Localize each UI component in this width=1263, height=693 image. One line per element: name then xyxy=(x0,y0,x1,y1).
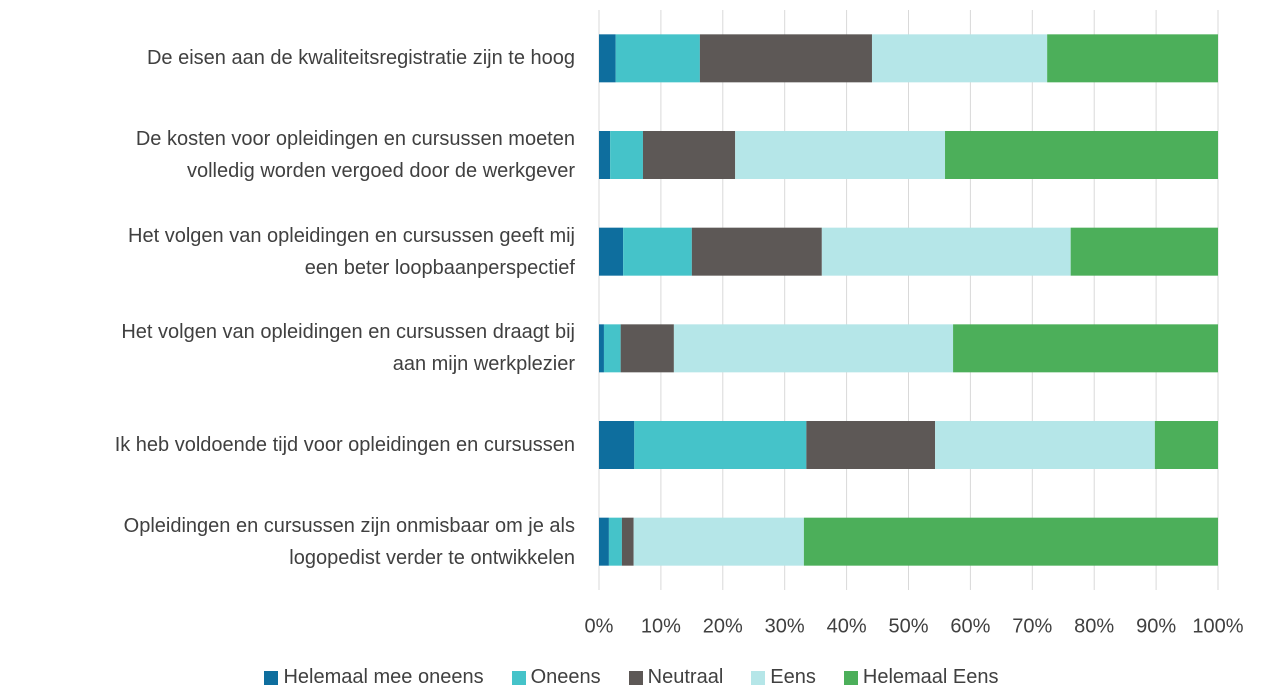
legend-swatch xyxy=(264,670,279,685)
legend-item: Eens xyxy=(751,666,816,689)
bar-segment xyxy=(699,34,872,83)
bar-segment xyxy=(945,131,1218,179)
bar-segment xyxy=(634,421,807,469)
bar-segment xyxy=(1070,227,1218,276)
x-tick-label: 40% xyxy=(827,615,867,637)
bar-segment xyxy=(599,421,635,469)
bar-segment xyxy=(599,131,611,179)
legend-item: Neutraal xyxy=(628,666,724,689)
bar-segment xyxy=(821,227,1071,276)
legend-item: Helemaal Eens xyxy=(843,666,999,689)
bar-segment xyxy=(642,131,736,179)
legend-label: Eens xyxy=(770,666,816,688)
legend-label: Oneens xyxy=(530,666,601,688)
x-tick-label: 10% xyxy=(641,615,681,637)
legend-swatch xyxy=(628,670,643,685)
bar-segment xyxy=(599,517,609,566)
legend-label: Helemaal mee oneens xyxy=(283,666,484,688)
bar-segment xyxy=(620,324,674,373)
bar-segment xyxy=(735,131,946,179)
bar-segment xyxy=(599,227,624,276)
bar-segment xyxy=(935,421,1155,469)
x-tick-label: 100% xyxy=(1192,615,1243,637)
legend-swatch xyxy=(511,670,526,685)
bar-segment xyxy=(953,324,1218,373)
bar-segment xyxy=(691,227,822,276)
bar-segment xyxy=(610,131,643,179)
x-tick-label: 20% xyxy=(703,615,743,637)
bar-segment xyxy=(803,517,1218,566)
x-tick-label: 70% xyxy=(1012,615,1052,637)
legend: Helemaal mee oneens Oneens Neutraal Eens Hel… xyxy=(0,666,1263,689)
x-tick-label: 50% xyxy=(888,615,928,637)
x-tick-label: 90% xyxy=(1136,615,1176,637)
y-tick-label: Het volgen van opleidingen en cursussen … xyxy=(121,321,575,376)
legend-item: Helemaal mee oneens xyxy=(264,666,484,689)
bar-segment xyxy=(599,324,604,373)
bar-segment xyxy=(1047,34,1218,83)
bar-segment xyxy=(871,34,1048,83)
y-tick-label: De kosten voor opleidingen en cursussen … xyxy=(135,128,575,182)
bar-segment xyxy=(1154,421,1218,469)
bar-segment xyxy=(615,34,700,83)
bar-segment xyxy=(621,517,634,566)
legend-item: Oneens xyxy=(511,666,601,689)
legend-label: Neutraal xyxy=(647,666,724,688)
legend-label: Helemaal Eens xyxy=(862,666,999,688)
legend-swatch xyxy=(751,670,766,685)
legend-swatch xyxy=(843,670,858,685)
bar-segment xyxy=(603,324,621,373)
bar-segment xyxy=(623,227,692,276)
bar-segment xyxy=(608,517,622,566)
y-tick-label: De eisen aan de kwaliteitsregistratie zi… xyxy=(146,47,575,70)
bar-segment xyxy=(806,421,936,469)
x-tick-label: 80% xyxy=(1074,615,1114,637)
x-tick-label: 30% xyxy=(765,615,805,637)
bar-segment xyxy=(673,324,954,373)
y-tick-label: Ik heb voldoende tijd voor opleidingen e… xyxy=(114,434,575,456)
bar-segment xyxy=(633,517,804,566)
bar-segment xyxy=(599,34,616,83)
x-tick-label: 0% xyxy=(585,615,614,637)
y-tick-label: Opleidingen en cursussen zijn onmisbaar … xyxy=(123,514,575,569)
x-tick-label: 60% xyxy=(950,615,990,637)
y-tick-label: Het volgen van opleidingen en cursussen … xyxy=(128,224,575,279)
